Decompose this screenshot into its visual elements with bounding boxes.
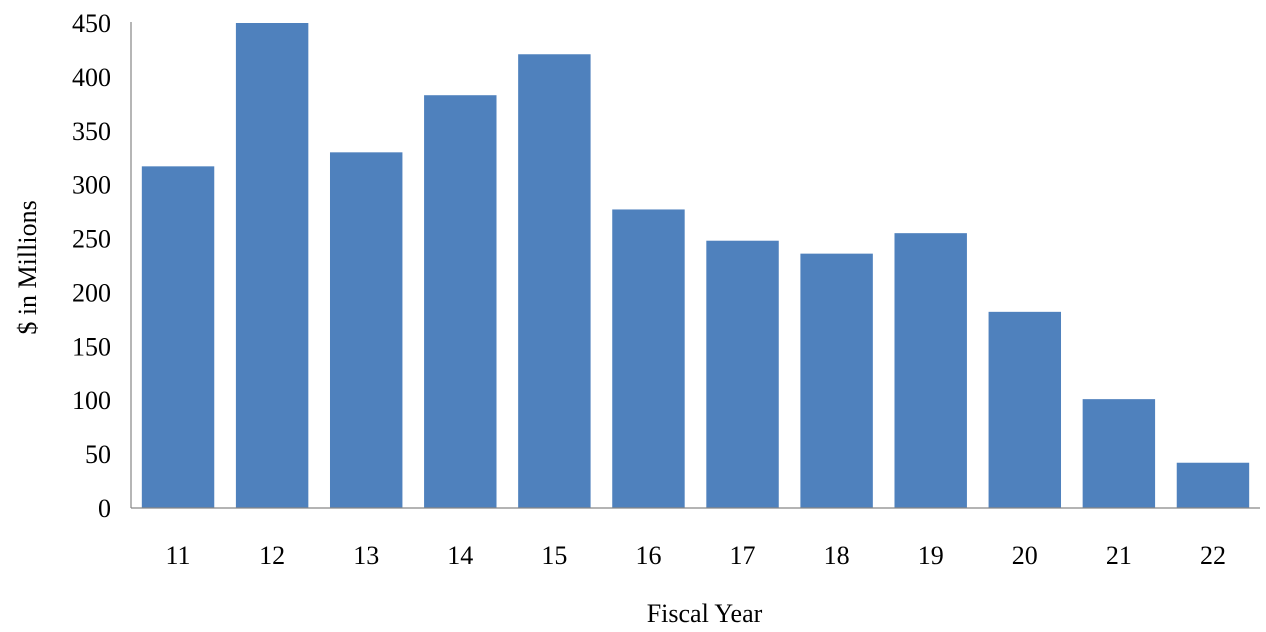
y-tick-label: 50 <box>85 440 111 469</box>
bar-17 <box>706 240 779 508</box>
y-tick-label: 450 <box>72 9 111 38</box>
x-tick-label: 19 <box>918 541 944 570</box>
x-tick-label: 15 <box>541 541 567 570</box>
bar-12 <box>235 23 309 508</box>
x-tick-label: 22 <box>1200 541 1226 570</box>
x-tick-label: 18 <box>824 541 850 570</box>
y-tick-label: 300 <box>72 171 111 200</box>
bar-22 <box>1176 462 1250 508</box>
x-tick-label: 13 <box>353 541 379 570</box>
bar-21 <box>1082 399 1156 508</box>
bars-layer <box>141 23 1250 509</box>
bar-20 <box>988 311 1062 508</box>
bar-13 <box>329 152 403 508</box>
bar-16 <box>612 209 685 508</box>
x-tick-label: 16 <box>635 541 661 570</box>
bar-15 <box>518 54 591 508</box>
y-tick-labels: 0 50 100 150 200 250 300 350 400 450 <box>72 9 111 523</box>
y-tick-label: 150 <box>72 332 111 361</box>
y-tick-label: 350 <box>72 117 111 146</box>
y-tick-label: 100 <box>72 386 111 415</box>
bar-19 <box>894 233 967 509</box>
axes-layer <box>130 22 1260 509</box>
y-tick-label: 250 <box>72 225 111 254</box>
bar-18 <box>800 253 873 508</box>
y-tick-label: 200 <box>72 278 111 307</box>
x-tick-label: 11 <box>166 541 191 570</box>
bar-11 <box>141 166 215 508</box>
y-axis-title: $ in Millions <box>13 200 42 334</box>
bar-14 <box>424 95 497 509</box>
x-tick-labels: 11 12 13 14 15 16 17 18 19 20 21 22 <box>166 541 1226 570</box>
x-tick-label: 12 <box>259 541 285 570</box>
x-tick-label: 21 <box>1106 541 1132 570</box>
y-tick-label: 400 <box>72 63 111 92</box>
y-tick-label: 0 <box>98 494 111 523</box>
x-tick-label: 20 <box>1012 541 1038 570</box>
x-tick-label: 17 <box>730 541 756 570</box>
x-tick-label: 14 <box>447 541 473 570</box>
x-axis-title: Fiscal Year <box>647 599 763 628</box>
